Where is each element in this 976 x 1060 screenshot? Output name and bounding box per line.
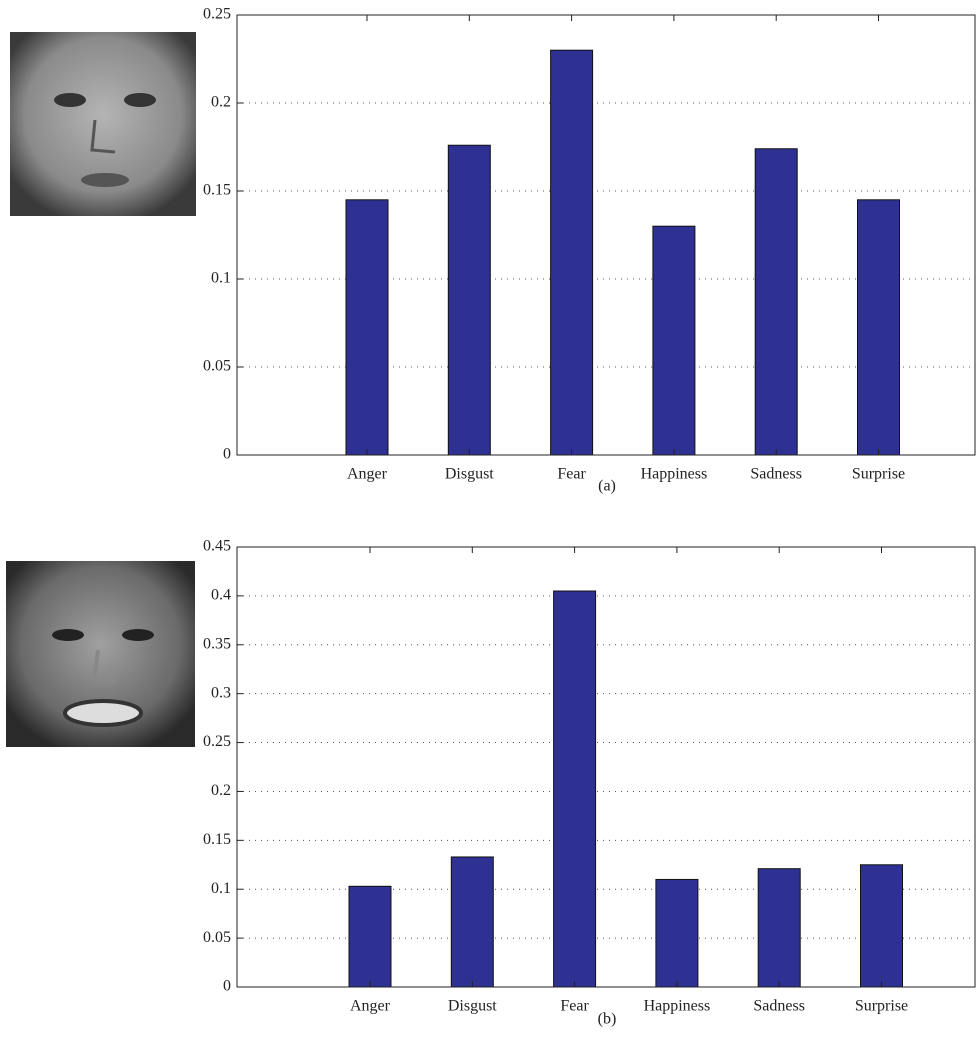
- y-tick-label: 0: [223, 978, 231, 995]
- y-tick-label: 0.25: [203, 6, 231, 23]
- x-tick-label: Sadness: [753, 998, 805, 1015]
- figure: 0 0.05 0.1 0.15 0.2 0.25 Anger Disgust Fear Happi…: [0, 0, 976, 1060]
- bar: [758, 869, 800, 987]
- x-tick-label: Disgust: [445, 466, 494, 483]
- x-tick-label: Happiness: [644, 998, 711, 1015]
- y-tick-label: 0.15: [203, 831, 231, 848]
- x-tick-label: Sadness: [750, 466, 802, 483]
- x-tick-label: Anger: [350, 998, 391, 1015]
- y-tick-label: 0.05: [203, 358, 231, 375]
- x-tick-label: Fear: [560, 998, 589, 1015]
- bar: [448, 145, 490, 455]
- x-tick-label: Happiness: [641, 466, 708, 483]
- y-tick-label: 0: [223, 446, 231, 463]
- y-tick-label: 0.4: [211, 587, 231, 604]
- y-tick-label: 0.2: [211, 782, 231, 799]
- y-tick-label: 0.45: [203, 538, 231, 555]
- bar: [755, 149, 797, 455]
- bar: [861, 865, 903, 987]
- y-tick-label: 0.15: [203, 182, 231, 199]
- y-tick-label: 0.1: [211, 270, 231, 287]
- x-tick-label: Disgust: [448, 998, 497, 1015]
- y-tick-label: 0.25: [203, 733, 231, 750]
- face-image-a: [10, 32, 196, 216]
- x-tick-label: Fear: [557, 466, 586, 483]
- y-tick-label: 0.05: [203, 929, 231, 946]
- caption: (a): [598, 478, 616, 495]
- bar: [349, 886, 391, 987]
- bar: [653, 226, 695, 455]
- caption: (b): [598, 1011, 617, 1028]
- bar: [346, 200, 388, 455]
- bar: [551, 50, 593, 455]
- face-image-b: [6, 561, 195, 747]
- bar: [554, 591, 596, 987]
- x-tick-label: Surprise: [852, 466, 905, 483]
- y-tick-label: 0.1: [211, 880, 231, 897]
- bar: [451, 857, 493, 987]
- x-tick-label: Anger: [347, 466, 388, 483]
- y-tick-label: 0.35: [203, 635, 231, 652]
- x-tick-label: Surprise: [855, 998, 908, 1015]
- y-tick-label: 0.2: [211, 94, 231, 111]
- bar: [858, 200, 900, 455]
- y-tick-label: 0.3: [211, 684, 231, 701]
- bar: [656, 879, 698, 987]
